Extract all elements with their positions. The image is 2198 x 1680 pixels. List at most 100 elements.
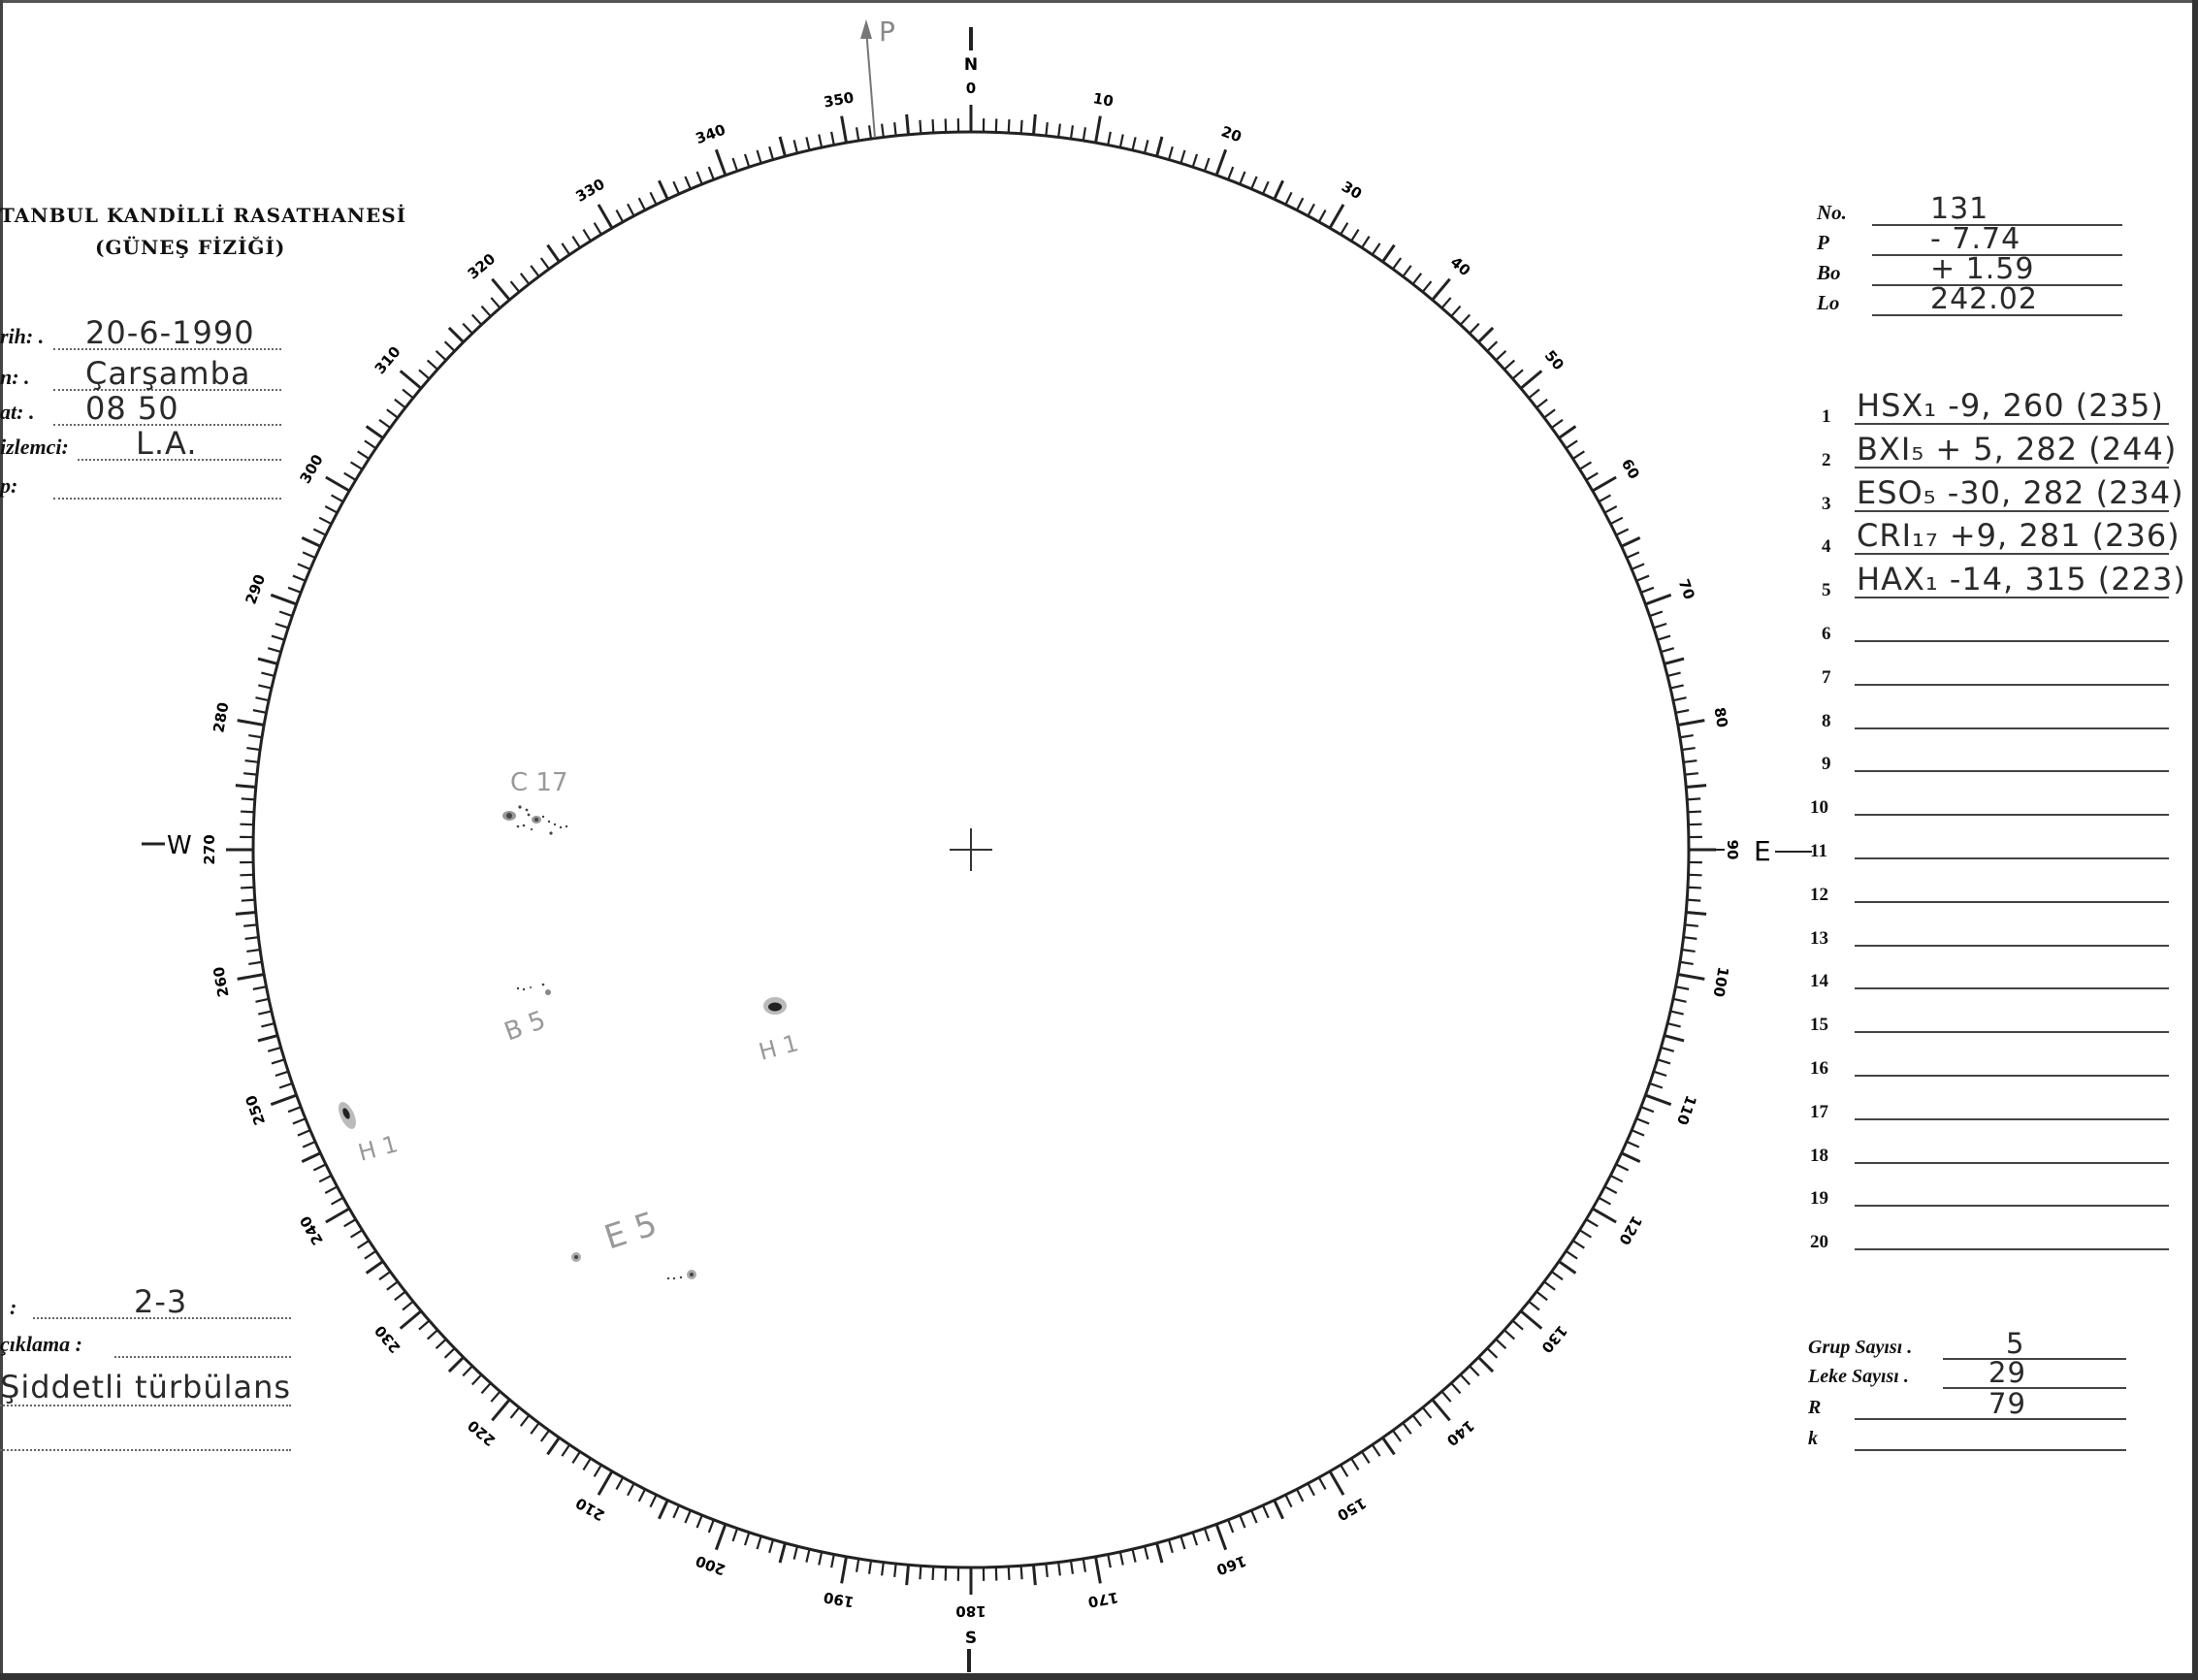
group-label-c17: C 17 [510,768,568,797]
summary-line [1855,1418,2126,1420]
degree-tick [805,137,811,151]
degree-label: 340 [694,121,728,148]
degree-tick [1585,1218,1599,1228]
degree-tick [1686,911,1707,916]
degree-tick [302,551,316,560]
degree-tick [1528,388,1540,400]
degree-tick [1340,1464,1349,1477]
degree-tick [1653,1070,1667,1078]
summary-value[interactable]: 79 [1988,1387,2026,1420]
degree-tick [881,1562,885,1576]
ephemeris-value[interactable]: 131 [1930,192,1989,226]
group-row-entry[interactable]: HSX₁ -9, 260 (235) [1857,387,2164,424]
degree-tick [1421,1406,1433,1419]
degree-tick [893,1563,897,1577]
group-row-line [1855,1248,2169,1251]
degree-tick [1565,1249,1578,1260]
degree-tick [1191,153,1199,168]
degree-tick [1392,1430,1403,1442]
group-row-entry[interactable]: ESO₅ -30, 282 (234) [1857,473,2184,511]
degree-tick [1284,1494,1293,1508]
degree-tick [695,1514,703,1529]
field-value[interactable]: L.A. [136,425,198,462]
degree-tick [1069,125,1075,140]
group-row-number: 7 [1822,666,1831,688]
sunspot-group-c17 [502,805,568,835]
degree-tick [1007,1566,1011,1581]
degree-tick [1273,1500,1284,1520]
summary-value[interactable]: 5 [2006,1327,2025,1360]
group-row-entry[interactable]: BXI₅ + 5, 282 (244) [1857,430,2178,468]
degree-tick [1459,1373,1471,1386]
degree-tick [731,1528,739,1542]
group-row-number: 19 [1810,1188,1828,1210]
degree-tick [491,277,511,302]
degree-tick [756,149,762,164]
degree-tick [1640,1106,1655,1114]
degree-tick [1657,1058,1671,1065]
degree-tick [1598,1196,1611,1206]
degree-tick [1666,671,1681,678]
ephemeris-value[interactable]: 242.02 [1930,282,2038,316]
group-row-line [1855,987,2169,990]
degree-tick [394,398,406,409]
degree-tick [1214,148,1228,177]
degree-tick [1143,1545,1149,1560]
remark-value[interactable]: Şiddetli türbülans [0,1369,292,1405]
group-label-h-center: H 1 [756,1029,801,1066]
degree-tick [931,1566,935,1581]
group-row-line [1855,814,2169,817]
degree-tick [365,1260,384,1275]
degree-tick [331,1196,344,1206]
degree-tick [435,1338,447,1350]
degree-tick [1431,277,1451,302]
degree-label: 190 [823,1588,856,1610]
field-value[interactable]: 20-6-1990 [85,314,255,351]
degree-label: 300 [297,451,327,486]
group-row-entry[interactable]: HAX₁ -14, 315 (223) [1857,561,2186,598]
degree-tick [714,148,727,177]
ephemeris-value[interactable]: - 7.74 [1930,222,2021,256]
degree-tick [1592,1207,1617,1224]
seeing-value[interactable]: 2-3 [134,1283,188,1320]
group-row-line [1855,944,2169,947]
group-row-line [1855,727,2169,729]
degree-tick [257,1034,278,1043]
degree-tick [255,997,270,1003]
group-row-entry[interactable]: CRI₁₇ +9, 281 (236) [1857,517,2181,555]
degree-tick [357,450,370,460]
degree-tick [1679,960,1694,966]
degree-tick [1381,1437,1396,1456]
degree-tick [1626,1140,1640,1148]
degree-tick [275,622,289,630]
remark-label: çıklama : [0,1332,82,1356]
degree-tick [1664,657,1685,665]
sunspot-group-e5 [571,1252,696,1280]
degree-tick [1440,1390,1452,1403]
summary-label: Leke Sayısı . [1808,1366,1909,1387]
degree-tick [271,634,285,641]
group-label-h-limb: H 1 [355,1130,401,1167]
degree-tick [1669,1010,1684,1016]
field-value[interactable]: 08 50 [85,390,179,427]
degree-tick [399,1309,423,1330]
degree-tick [1683,936,1697,940]
group-row-line [1855,857,2169,859]
degree-tick [443,1347,456,1359]
degree-label: 10 [1091,89,1115,110]
field-label: n: . [0,365,30,389]
summary-value[interactable]: 29 [1988,1356,2026,1389]
degree-tick [1551,418,1564,429]
degree-tick [292,1117,307,1125]
field-value[interactable]: Çarşamba [85,355,251,392]
degree-tick [1340,222,1349,236]
degree-tick [325,1207,350,1224]
degree-tick [756,1535,762,1550]
remark-line-2 [0,1405,291,1406]
ephemeris-value[interactable]: + 1.59 [1930,252,2035,286]
east-label: E [1754,835,1771,867]
degree-label: 150 [1334,1494,1369,1524]
degree-tick [491,1398,511,1422]
p-axis-label: P [879,16,895,48]
